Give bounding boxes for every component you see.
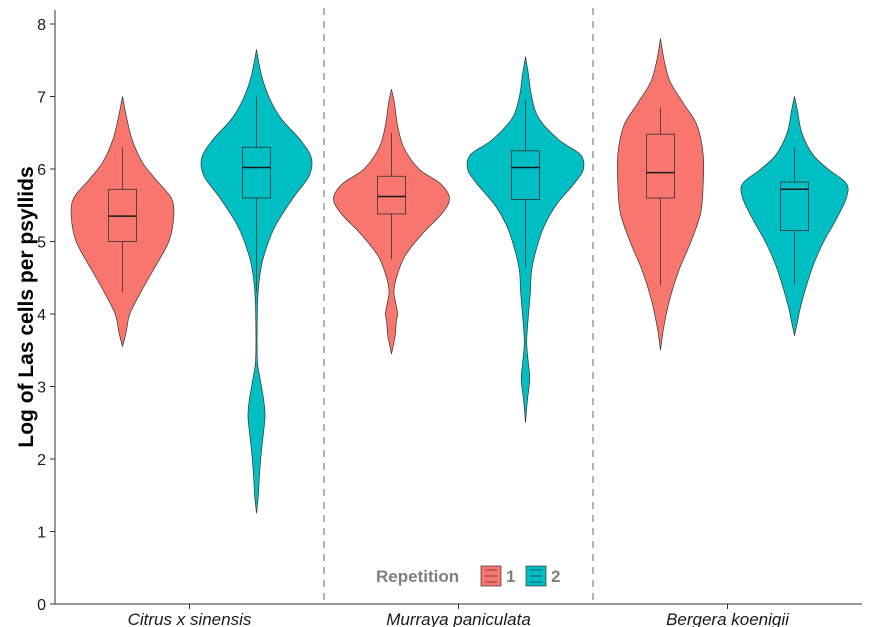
y-tick-label-4: 4	[37, 307, 46, 324]
category-label-1: Murraya paniculata	[386, 610, 531, 627]
box	[511, 150, 540, 200]
legend-title: Repetition	[376, 567, 459, 586]
y-tick-label-1: 1	[37, 525, 46, 542]
category-label-0: Citrus x sinensis	[128, 610, 252, 627]
y-axis-title: Log of Las cells per psyllids	[15, 166, 38, 447]
legend-key-2	[525, 565, 547, 587]
y-tick-label-8: 8	[37, 17, 46, 34]
y-tick-label-3: 3	[37, 380, 46, 397]
axes: Log of Las cells per psyllids 0 1 2 3 4 5 6 7 8 C…	[15, 10, 862, 627]
legend-key-1	[480, 565, 502, 587]
y-tick-label-6: 6	[37, 162, 46, 179]
y-tick-label-5: 5	[37, 235, 46, 252]
legend: Repetition 1 2	[376, 565, 560, 587]
violin-1-0	[70, 96, 175, 347]
legend-label-1: 1	[506, 567, 515, 586]
violin-2-0	[200, 49, 313, 514]
violin-1-2	[616, 38, 705, 351]
violin-2-2	[740, 96, 849, 336]
legend-label-2: 2	[551, 567, 560, 586]
box	[780, 181, 809, 232]
y-tick-label-2: 2	[37, 452, 46, 469]
plot-area	[70, 8, 849, 604]
box	[377, 175, 406, 215]
y-tick-label-0: 0	[37, 597, 46, 614]
box	[242, 146, 271, 199]
violin-1-1	[333, 89, 450, 354]
violin-2-1	[466, 56, 585, 423]
box	[646, 133, 675, 199]
y-tick-label-7: 7	[37, 90, 46, 107]
category-label-2: Bergera koenigii	[666, 610, 790, 627]
